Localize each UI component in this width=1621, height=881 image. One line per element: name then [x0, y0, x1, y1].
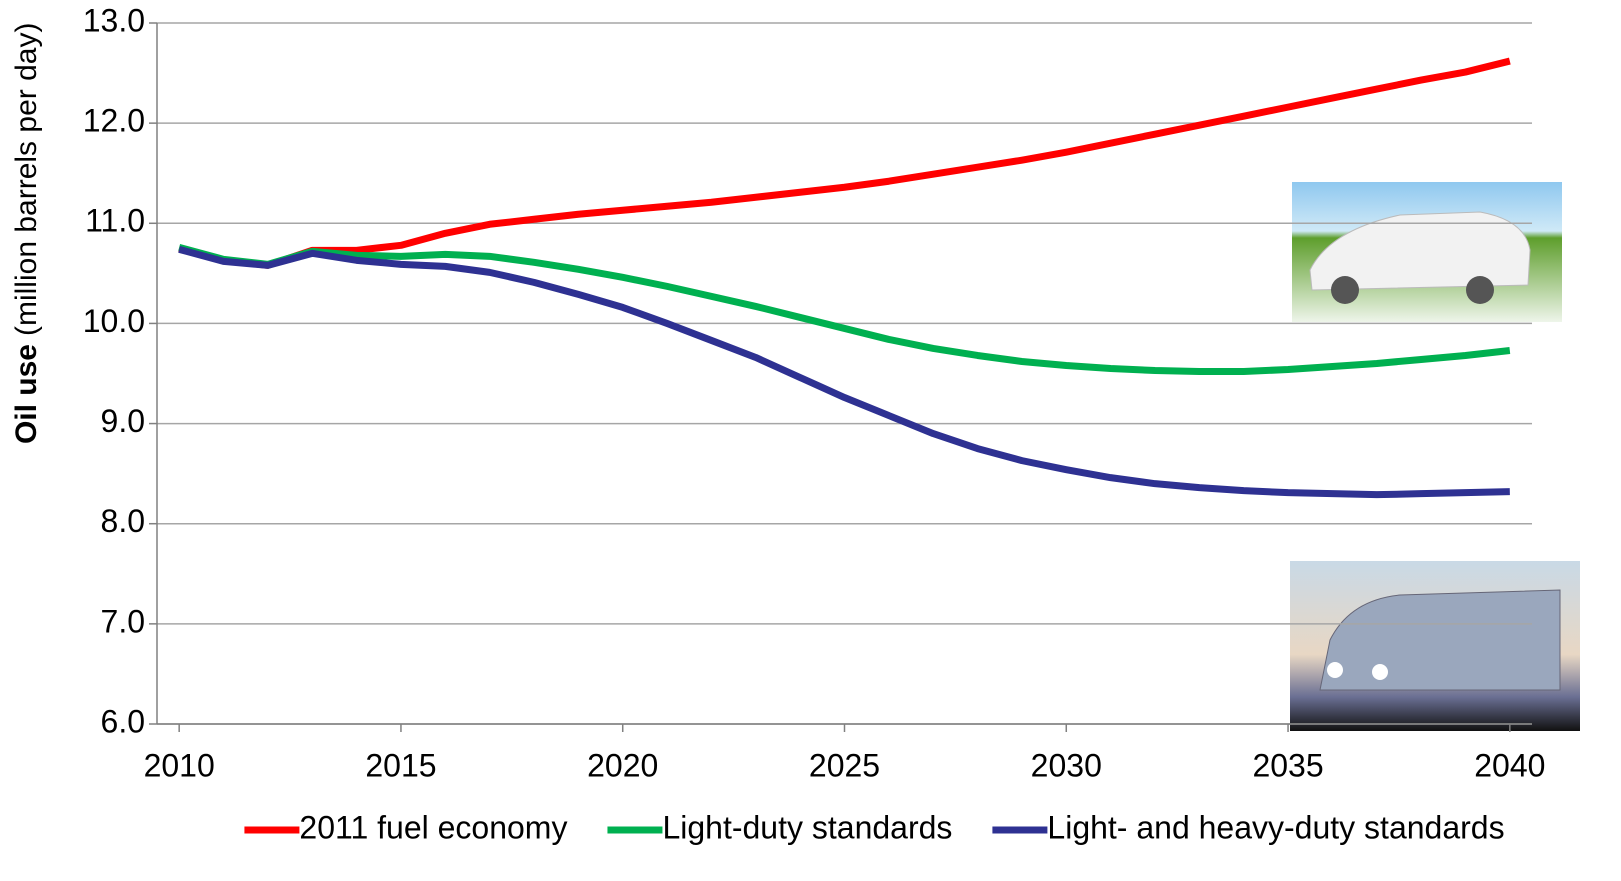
- y-tick-label: 9.0: [101, 403, 145, 439]
- x-tick-label: 2015: [365, 747, 436, 783]
- car-photo: [1292, 182, 1562, 322]
- y-tick-label: 12.0: [83, 103, 145, 139]
- truck-photo: [1290, 561, 1580, 731]
- legend-label: 2011 fuel economy: [299, 809, 567, 845]
- series-line: [178, 243, 1511, 375]
- x-tick-label: 2025: [809, 747, 880, 783]
- x-tick-label: 2040: [1474, 747, 1545, 783]
- x-tick-label: 2010: [144, 747, 215, 783]
- series-line: [178, 245, 1510, 499]
- y-tick-label: 8.0: [101, 503, 145, 539]
- y-tick-label: 11.0: [85, 203, 145, 239]
- y-axis-title-bold: Oil use: [10, 344, 43, 444]
- legend-label: Light-duty standards: [662, 809, 952, 845]
- y-tick-label: 7.0: [101, 603, 145, 639]
- x-tick-label: 2020: [587, 747, 658, 783]
- y-tick-label: 10.0: [83, 303, 145, 339]
- y-tick-label: 6.0: [101, 703, 145, 739]
- x-tick-label: 2035: [1252, 747, 1323, 783]
- x-tick-label: 2030: [1031, 747, 1102, 783]
- y-tick-label: 13.0: [83, 2, 145, 38]
- legend-label: Light- and heavy-duty standards: [1047, 809, 1504, 845]
- y-axis-title: (million barrels per day): [10, 23, 43, 336]
- series-line: [178, 57, 1511, 269]
